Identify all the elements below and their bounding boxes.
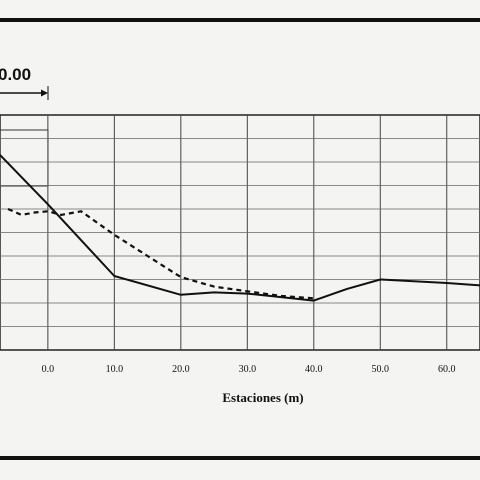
frame-bottom-line (0, 456, 480, 460)
x-tick-label: 50.0 (372, 364, 390, 375)
plot-area (0, 114, 480, 351)
reference-label: 0.00 (0, 65, 31, 84)
x-tick-label: 60.0 (438, 364, 456, 375)
x-tick-label: 40.0 (305, 364, 323, 375)
series-dashed-line (7, 207, 314, 300)
x-tick-label: 30.0 (239, 364, 257, 375)
grid (0, 115, 480, 350)
x-tick-label: 20.0 (172, 364, 190, 375)
reference-arrowhead (41, 89, 48, 97)
frame-top-line (0, 18, 480, 22)
series-solid-line (0, 154, 480, 302)
x-tick-label: 0.0 (42, 364, 55, 375)
x-axis-title: Estaciones (m) (222, 390, 303, 405)
series-layer (0, 154, 480, 302)
x-tick-label: 10.0 (106, 364, 124, 375)
x-tick-labels: 0.0 10.0 20.0 30.0 40.0 50.0 60.0 (42, 364, 456, 375)
